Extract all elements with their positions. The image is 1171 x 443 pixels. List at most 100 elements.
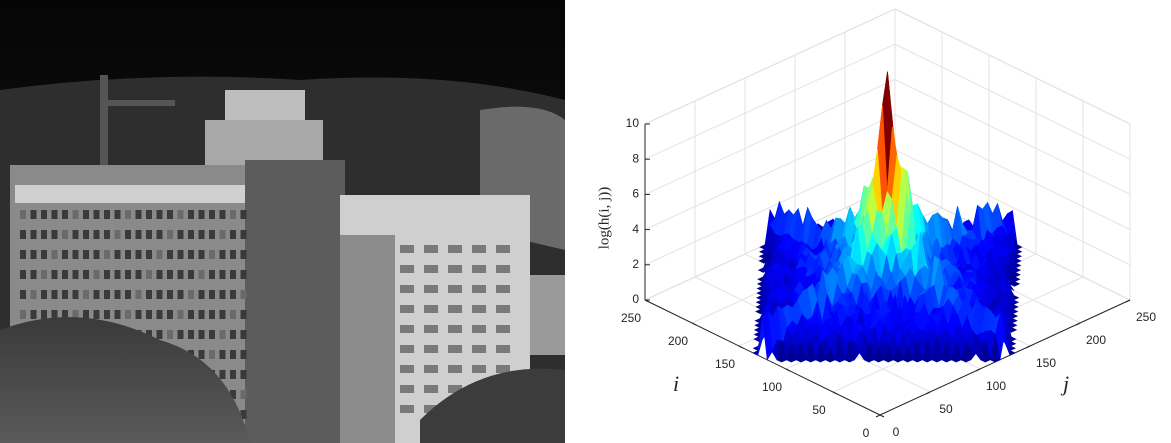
window (219, 270, 226, 279)
y-tick-label: 0 (893, 425, 900, 439)
window (83, 230, 89, 239)
window (240, 210, 247, 219)
y-tick-label: 200 (1086, 333, 1106, 347)
window (209, 330, 215, 339)
window (104, 310, 110, 319)
window (424, 365, 438, 373)
tick-mark (1075, 322, 1081, 326)
z-tick-label: 4 (632, 222, 639, 236)
window (209, 270, 215, 279)
axis-line (879, 299, 1131, 416)
surface-patch (892, 346, 904, 363)
grid-line (894, 149, 1131, 266)
window (198, 210, 205, 219)
window (177, 270, 184, 279)
window (240, 390, 247, 399)
window (424, 385, 438, 393)
window (240, 230, 247, 239)
window (135, 270, 142, 279)
window (198, 310, 205, 319)
surface-patch (912, 338, 923, 363)
surface-patch (883, 346, 894, 363)
window (30, 250, 37, 259)
window (125, 210, 131, 219)
window (93, 290, 100, 299)
window (93, 210, 100, 219)
window (472, 365, 486, 373)
window (188, 310, 194, 319)
x-tick-label: 50 (812, 403, 826, 417)
photo (0, 0, 565, 443)
window (496, 365, 510, 373)
tick-mark (1025, 345, 1031, 349)
window (30, 290, 37, 299)
window (72, 310, 79, 319)
window (230, 350, 236, 359)
window (156, 290, 163, 299)
grid-line (894, 78, 1131, 195)
window (472, 305, 486, 313)
grid-line (644, 114, 896, 231)
window (156, 270, 163, 279)
z-tick-label: 2 (632, 257, 639, 271)
tick-mark (738, 345, 744, 349)
z-tick-label: 8 (632, 151, 639, 165)
window (219, 350, 226, 359)
surface-patch (922, 338, 933, 363)
surface-patch (989, 334, 1001, 363)
window (83, 290, 89, 299)
window (230, 330, 236, 339)
surface-patch (863, 342, 875, 363)
window (424, 325, 438, 333)
window (209, 210, 215, 219)
window (72, 250, 79, 259)
window (135, 290, 142, 299)
x-tick-label: 100 (762, 380, 782, 394)
window (240, 290, 247, 299)
window (41, 290, 47, 299)
tick-mark (879, 414, 885, 418)
window (114, 290, 121, 299)
surface-patch (786, 345, 797, 363)
window (51, 210, 58, 219)
window (146, 250, 152, 259)
tick-mark (1125, 299, 1131, 303)
window (93, 250, 100, 259)
window (230, 310, 236, 319)
window (240, 250, 247, 259)
window (167, 230, 173, 239)
window (230, 270, 236, 279)
window (146, 230, 152, 239)
window (62, 210, 68, 219)
window (177, 290, 184, 299)
window (167, 330, 173, 339)
window (496, 265, 510, 273)
window (114, 270, 121, 279)
window (219, 230, 226, 239)
window (93, 270, 100, 279)
window (400, 365, 414, 373)
window (114, 310, 121, 319)
window (167, 210, 173, 219)
window (424, 305, 438, 313)
window (448, 305, 462, 313)
z-tick-label: 0 (632, 292, 639, 306)
tick-mark (785, 368, 791, 372)
window (30, 270, 37, 279)
window (156, 210, 163, 219)
window (125, 290, 131, 299)
window (400, 345, 414, 353)
window (198, 290, 205, 299)
window (472, 285, 486, 293)
window (496, 285, 510, 293)
grid-line (644, 8, 896, 125)
window (83, 210, 89, 219)
window (448, 265, 462, 273)
y-tick-label: 250 (1136, 310, 1156, 324)
window (41, 250, 47, 259)
window (41, 230, 47, 239)
x-tick-label: 0 (863, 426, 870, 440)
tick-mark (925, 391, 931, 395)
window (472, 325, 486, 333)
